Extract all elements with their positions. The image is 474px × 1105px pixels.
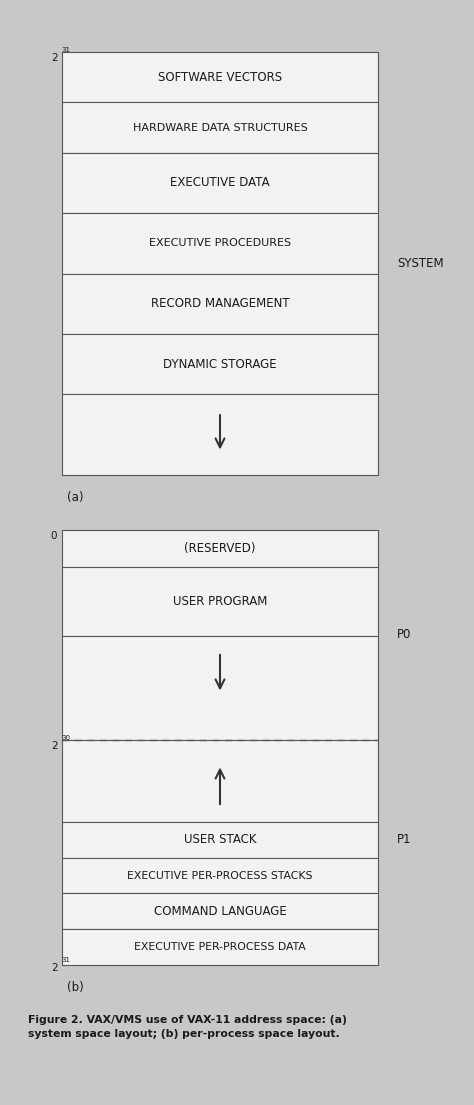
Bar: [62, 530, 378, 567]
Bar: [62, 567, 378, 636]
Bar: [62, 394, 378, 475]
Text: USER PROGRAM: USER PROGRAM: [173, 596, 267, 609]
Text: SYSTEM: SYSTEM: [397, 257, 444, 270]
Text: EXECUTIVE DATA: EXECUTIVE DATA: [170, 177, 270, 189]
Text: 2: 2: [51, 741, 58, 751]
Text: system space layout; (b) per-process space layout.: system space layout; (b) per-process spa…: [28, 1029, 340, 1039]
Text: 2: 2: [51, 53, 58, 63]
Text: EXECUTIVE PER-PROCESS DATA: EXECUTIVE PER-PROCESS DATA: [134, 943, 306, 953]
Text: 30: 30: [61, 735, 70, 741]
Text: EXECUTIVE PROCEDURES: EXECUTIVE PROCEDURES: [149, 239, 291, 249]
Text: EXECUTIVE PER-PROCESS STACKS: EXECUTIVE PER-PROCESS STACKS: [127, 871, 313, 881]
Bar: [62, 636, 378, 740]
Bar: [62, 152, 378, 213]
Text: (RESERVED): (RESERVED): [184, 543, 256, 555]
Bar: [62, 213, 378, 274]
Bar: [62, 52, 378, 103]
Bar: [62, 822, 378, 857]
Text: 0: 0: [51, 532, 57, 541]
Bar: [62, 103, 378, 152]
Text: 2: 2: [51, 962, 58, 974]
Bar: [62, 894, 378, 929]
Text: USER STACK: USER STACK: [184, 833, 256, 846]
Text: 31: 31: [61, 957, 70, 962]
Bar: [62, 274, 378, 334]
Bar: [62, 929, 378, 965]
Text: RECORD MANAGEMENT: RECORD MANAGEMENT: [151, 297, 289, 311]
Text: P0: P0: [397, 629, 411, 642]
Text: (b): (b): [67, 981, 84, 994]
Bar: [62, 740, 378, 822]
Text: COMMAND LANGUAGE: COMMAND LANGUAGE: [154, 905, 286, 918]
Text: DYNAMIC STORAGE: DYNAMIC STORAGE: [163, 358, 277, 370]
Text: HARDWARE DATA STRUCTURES: HARDWARE DATA STRUCTURES: [133, 123, 307, 133]
Bar: [62, 334, 378, 394]
Bar: [62, 857, 378, 894]
Text: Figure 2. VAX/VMS use of VAX-11 address space: (a): Figure 2. VAX/VMS use of VAX-11 address …: [28, 1015, 347, 1025]
Text: 31: 31: [61, 48, 70, 53]
Text: P1: P1: [397, 833, 411, 846]
Text: SOFTWARE VECTORS: SOFTWARE VECTORS: [158, 71, 282, 84]
Text: (a): (a): [67, 491, 83, 504]
